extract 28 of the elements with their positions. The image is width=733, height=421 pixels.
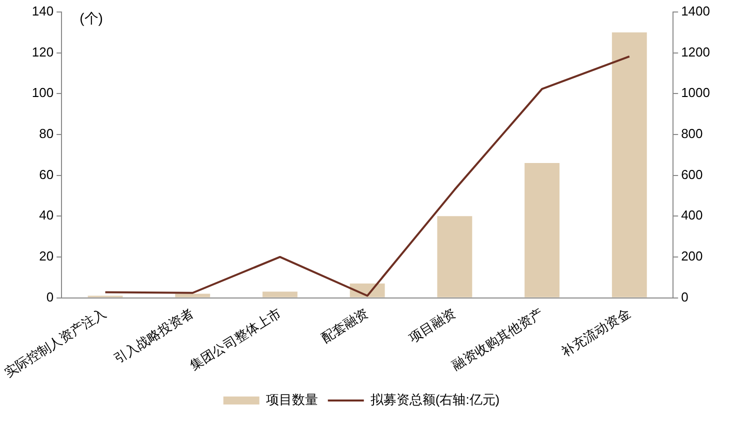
y-tick-label: 60 (39, 166, 54, 182)
y-tick-label: 140 (32, 4, 54, 19)
y-tick-label: 100 (32, 85, 54, 100)
y-tick-label: 0 (46, 289, 54, 304)
y2-tick-label: 0 (681, 289, 688, 304)
y-tick-label: 120 (32, 44, 54, 60)
x-tick-label: 项目融资 (406, 305, 458, 346)
y2-tick-label: 1400 (681, 4, 710, 19)
y2-tick-label: 1000 (681, 85, 710, 100)
y-tick-label: 20 (39, 248, 54, 264)
bar (175, 294, 210, 298)
bar (612, 32, 647, 298)
x-tick-label: 补充流动资金 (558, 305, 633, 360)
annotation: (个) (80, 10, 103, 26)
y2-tick-label: 800 (681, 126, 703, 142)
x-tick-label: 配套融资 (318, 305, 371, 346)
y-tick-label: 40 (39, 208, 54, 223)
legend-label: 项目数量 (266, 392, 318, 408)
y-tick-label: 80 (39, 126, 54, 142)
y2-tick-label: 1200 (681, 44, 710, 60)
y2-tick-label: 400 (681, 208, 703, 223)
x-tick-label: 实际控制人资产注入 (2, 305, 109, 380)
legend-label: 拟募资总额(右轴:亿元) (370, 392, 500, 408)
y2-tick-label: 200 (681, 248, 703, 264)
bar (262, 292, 298, 298)
bar (524, 163, 560, 298)
y2-tick-label: 600 (681, 166, 703, 182)
bar (437, 216, 472, 298)
